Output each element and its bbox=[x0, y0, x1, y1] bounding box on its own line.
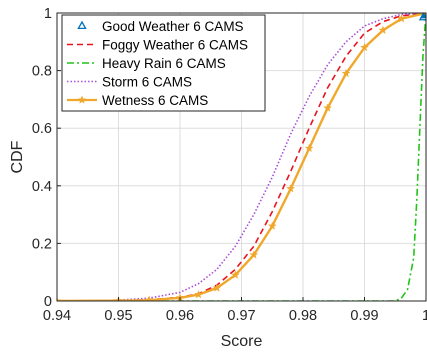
series-marker bbox=[359, 42, 370, 52]
legend-entry: Foggy Weather 6 CAMS bbox=[67, 38, 248, 53]
legend-label: Good Weather 6 CAMS bbox=[102, 19, 244, 34]
x-axis-title: Score bbox=[221, 333, 263, 350]
axis-tick-labels: 0.94 0.95 0.96 0.97 0.98 0.99 1 0 0.2 0.4 0.6 0.8 1 bbox=[32, 6, 427, 324]
series-marker bbox=[323, 103, 333, 112]
y-tick-label: 0.8 bbox=[32, 64, 52, 80]
legend: Good Weather 6 CAMS Foggy Weather 6 CAMS H… bbox=[61, 14, 266, 112]
x-tick-label: 0.98 bbox=[289, 308, 317, 324]
series-marker bbox=[396, 13, 406, 23]
y-tick-label: 0.6 bbox=[32, 121, 52, 137]
series-marker bbox=[230, 270, 240, 279]
series-marker bbox=[249, 250, 259, 259]
series-marker bbox=[378, 25, 388, 35]
series-line bbox=[57, 13, 426, 301]
legend-entry: Heavy Rain 6 CAMS bbox=[67, 56, 226, 71]
legend-label: Heavy Rain 6 CAMS bbox=[102, 56, 226, 71]
legend-label: Storm 6 CAMS bbox=[102, 75, 192, 90]
series-marker bbox=[144, 295, 154, 301]
legend-label: Wetness 6 CAMS bbox=[102, 93, 208, 108]
series-4 bbox=[57, 13, 426, 301]
x-tick-label: 0.97 bbox=[227, 308, 255, 324]
legend-swatch-marker bbox=[77, 95, 87, 104]
x-tick-label: 0.94 bbox=[43, 308, 71, 324]
series-marker bbox=[212, 283, 222, 292]
series-marker bbox=[341, 68, 351, 78]
series-marker bbox=[57, 296, 62, 301]
y-tick-label: 0 bbox=[44, 294, 52, 310]
y-tick-label: 0.4 bbox=[32, 179, 52, 195]
y-axis-title: CDF bbox=[9, 140, 26, 173]
legend-label: Foggy Weather 6 CAMS bbox=[102, 38, 248, 53]
series-marker bbox=[304, 143, 314, 153]
series-3 bbox=[57, 13, 426, 301]
series-layer bbox=[57, 13, 426, 301]
legend-swatch bbox=[77, 20, 87, 30]
legend-box bbox=[61, 14, 266, 112]
legend-entry: Good Weather 6 CAMS bbox=[77, 19, 244, 34]
series-line bbox=[57, 13, 426, 301]
x-tick-label: 0.96 bbox=[166, 308, 194, 324]
axis-ticks bbox=[56, 12, 427, 302]
series-2 bbox=[57, 13, 426, 301]
series-marker bbox=[286, 183, 296, 193]
x-tick-label: 0.99 bbox=[350, 308, 378, 324]
series-marker bbox=[193, 289, 203, 299]
x-tick-label: 0.95 bbox=[104, 308, 132, 324]
series-marker bbox=[267, 221, 277, 230]
y-tick-label: 0.2 bbox=[32, 236, 52, 252]
y-tick-label: 1 bbox=[44, 6, 52, 22]
x-tick-label: 1 bbox=[422, 308, 427, 324]
legend-entry: Storm 6 CAMS bbox=[67, 75, 192, 90]
legend-entry: Wetness 6 CAMS bbox=[67, 93, 208, 108]
